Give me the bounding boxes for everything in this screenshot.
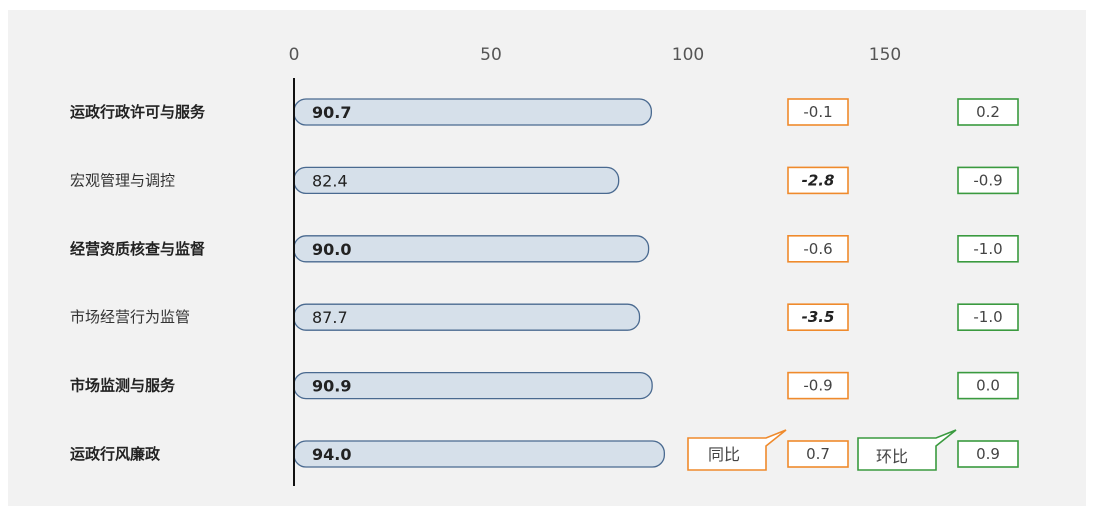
category-label: 市场监测与服务	[70, 377, 176, 395]
mom-box	[957, 166, 1019, 195]
chart-panel: 0 50 100 150 运政行政许可与服务 90.7 -0.1 0.2 宏观管理与调控 82.4…	[8, 10, 1086, 506]
mom-value: -0.9	[973, 171, 1002, 189]
yoy-value: -0.1	[803, 103, 832, 121]
yoy-box	[787, 440, 849, 468]
yoy-value: -0.9	[803, 377, 832, 395]
yoy-value: -2.8	[802, 171, 835, 189]
yoy-legend-callout	[687, 429, 787, 471]
category-label: 宏观管理与调控	[70, 171, 175, 189]
mom-box	[957, 98, 1019, 126]
x-tick-label: 50	[480, 45, 502, 65]
bar-chart: 0 50 100 150 运政行政许可与服务 90.7 -0.1 0.2 宏观管理与调控 82.4…	[70, 45, 1019, 486]
category-label: 经营资质核查与监督	[70, 240, 205, 258]
bar-value-label: 90.7	[312, 103, 351, 122]
mom-value: 0.9	[976, 445, 1000, 463]
category-label: 运政行风廉政	[70, 445, 161, 463]
bar-value-label: 87.7	[312, 308, 348, 327]
bar-value-label: 94.0	[312, 445, 351, 464]
mom-box	[957, 440, 1019, 468]
mom-legend-label: 环比	[876, 447, 908, 466]
mom-legend-callout	[857, 429, 957, 471]
yoy-legend-label: 同比	[708, 445, 740, 464]
x-tick-label: 0	[289, 45, 300, 65]
bar-value-label: 90.9	[312, 377, 351, 396]
yoy-box	[787, 235, 849, 263]
yoy-box	[787, 303, 849, 332]
yoy-value: 0.7	[806, 445, 830, 463]
mom-value: -1.0	[973, 308, 1002, 326]
yoy-value: -3.5	[802, 308, 835, 326]
x-tick-label: 100	[672, 45, 704, 65]
bar-value-label: 90.0	[312, 240, 351, 259]
yoy-box	[787, 371, 849, 400]
mom-box	[957, 371, 1019, 400]
x-tick-label: 150	[869, 45, 901, 65]
yoy-box	[787, 166, 849, 195]
mom-value: -1.0	[973, 240, 1002, 258]
category-label: 运政行政许可与服务	[70, 103, 206, 121]
mom-box	[957, 303, 1019, 332]
category-label: 市场经营行为监管	[70, 308, 190, 326]
yoy-box	[787, 98, 849, 126]
mom-value: 0.0	[976, 377, 1000, 395]
mom-box	[957, 235, 1019, 263]
mom-value: 0.2	[976, 103, 1000, 121]
bar-value-label: 82.4	[312, 171, 348, 190]
yoy-value: -0.6	[803, 240, 832, 258]
